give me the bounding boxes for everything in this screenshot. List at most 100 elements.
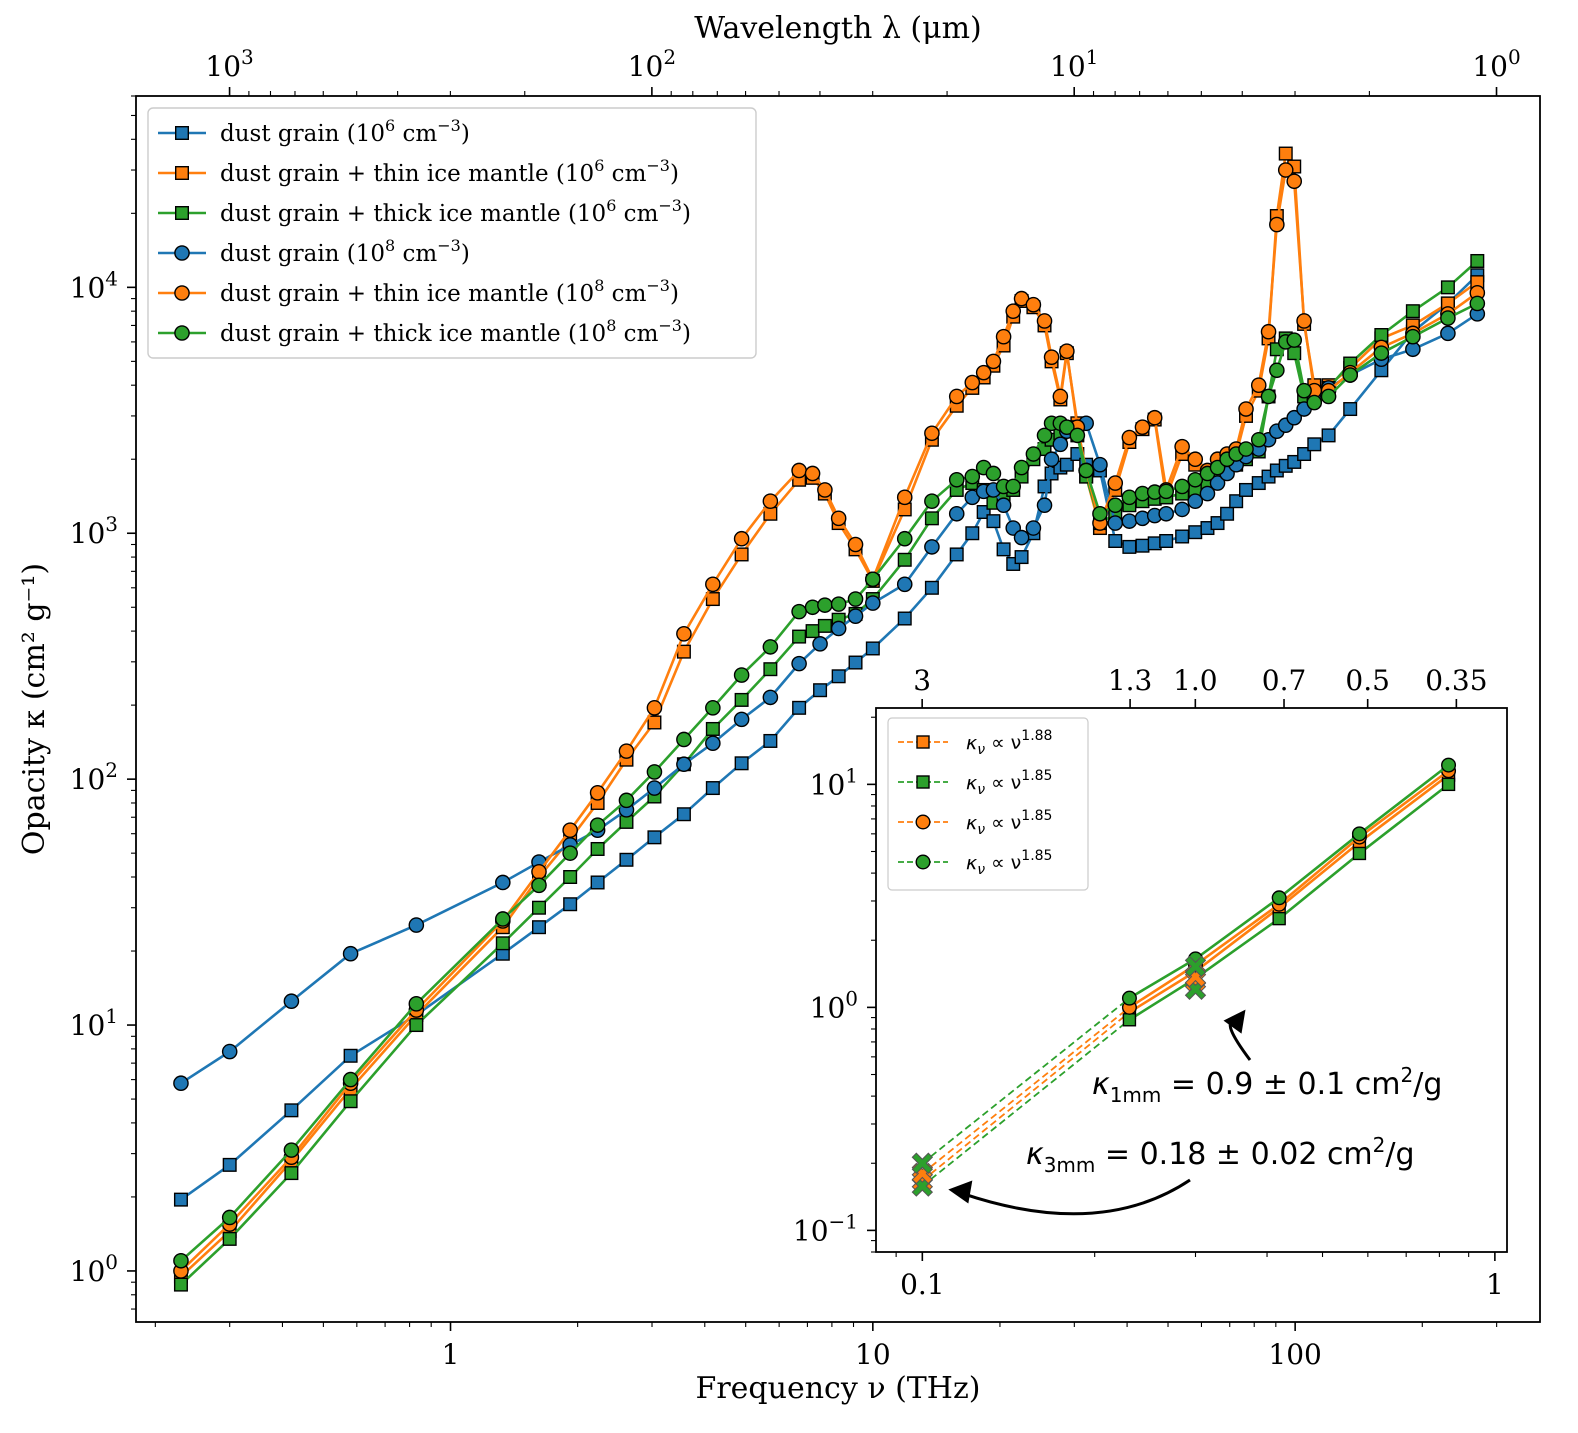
data-point: [173, 1192, 188, 1207]
inset-legend-label: κν ∝ ν1.88: [966, 728, 1052, 758]
data-point: [562, 845, 578, 861]
inset-legend-entry: κν ∝ ν1.85: [898, 808, 1052, 838]
data-point: [762, 493, 779, 509]
data-point: [865, 571, 881, 588]
data-point: [1158, 505, 1174, 522]
y-tick-label: 101: [70, 1004, 118, 1042]
data-point: [848, 655, 863, 670]
data-point: [646, 764, 663, 780]
inset-legend-marker: [915, 854, 931, 870]
data-point: [495, 874, 511, 891]
top-axis-title: Wavelength λ (μm): [694, 11, 982, 46]
data-point: [805, 624, 820, 639]
data-point: [495, 936, 510, 951]
data-point: [1469, 295, 1486, 312]
main-plot: 1 10 100 100 101 102 103 104 103 102 101 100 Frequen…: [17, 11, 1541, 1406]
inset-top-tick-label: 0.35: [1425, 664, 1487, 697]
data-point: [1286, 332, 1303, 348]
data-point: [1052, 388, 1069, 405]
data-point: [791, 655, 807, 672]
data-point: [964, 468, 981, 485]
inset-top-tick-label: 3: [913, 664, 931, 697]
data-point: [847, 591, 864, 607]
inset-legend-marker: [916, 775, 930, 789]
legend-entry: dust grain (108 cm−3): [158, 236, 470, 267]
data-point: [1199, 485, 1216, 502]
inset-data-point: [1271, 890, 1287, 906]
inset-top-tick-label: 1.0: [1173, 664, 1218, 697]
data-point: [733, 711, 750, 728]
data-point: [1107, 497, 1124, 514]
legend-label: dust grain + thin ice mantle (108 cm−3): [220, 276, 679, 307]
data-point: [792, 629, 807, 644]
data-point: [222, 1157, 237, 1172]
legend-marker: [174, 245, 190, 261]
data-point: [589, 817, 606, 833]
data-point: [563, 897, 578, 912]
data-point: [948, 471, 965, 488]
legend-label: dust grain (108 cm−3): [220, 236, 470, 267]
data-point: [1121, 513, 1138, 529]
fit-dashed-line: [921, 997, 1130, 1165]
inset-y-tick-label: 10−1: [793, 1209, 858, 1247]
data-point: [1440, 325, 1456, 342]
legend-entry: dust grain + thin ice mantle (106 cm−3): [158, 156, 679, 187]
inset-legend-label: κν ∝ ν1.85: [966, 768, 1052, 798]
data-point: [676, 731, 692, 748]
data-point: [1174, 438, 1190, 455]
data-point: [896, 576, 913, 593]
data-point: [1147, 536, 1162, 551]
x-marker: [911, 1152, 934, 1174]
data-point: [1174, 478, 1190, 495]
data-point: [1250, 431, 1267, 448]
data-point: [1036, 497, 1053, 514]
data-point: [1470, 253, 1485, 268]
data-point: [995, 497, 1012, 514]
y-tick-label: 100: [70, 1250, 118, 1288]
data-point: [283, 993, 300, 1010]
legend-label: dust grain + thick ice mantle (106 cm−3): [220, 196, 691, 227]
data-point: [1238, 441, 1254, 457]
annotation-arrow: [961, 1178, 1191, 1216]
data-point: [222, 1231, 237, 1246]
data-point: [734, 547, 749, 562]
inset-x-tick-label: 1: [1486, 1268, 1504, 1301]
inset-y-tick-label: 101: [810, 763, 858, 801]
data-point: [1209, 475, 1226, 491]
inset-data-point: [1121, 990, 1137, 1006]
extrapolation-markers: [911, 955, 1207, 1197]
data-point: [1014, 550, 1029, 565]
data-point: [1122, 539, 1137, 554]
inset-data-point: [1352, 846, 1367, 861]
inset-top-tick-label: 1.3: [1108, 664, 1153, 697]
data-point: [1306, 394, 1323, 411]
data-point: [830, 620, 847, 637]
data-point: [1175, 529, 1190, 544]
data-point: [408, 996, 425, 1012]
x-axis-title: Frequency ν (THz): [696, 1371, 981, 1406]
inset-legend-entry: κν ∝ ν1.88: [898, 728, 1052, 758]
inset-data-point: [1351, 826, 1367, 842]
data-point: [1059, 457, 1074, 472]
data-point: [1342, 367, 1358, 383]
data-point: [817, 597, 833, 613]
top-tick-label: 100: [1472, 45, 1520, 83]
data-point: [763, 506, 778, 521]
data-point: [705, 735, 721, 752]
data-point: [1239, 482, 1254, 497]
x-tick-label: 1: [442, 1338, 460, 1371]
data-point: [531, 920, 546, 935]
data-point: [495, 911, 511, 927]
data-point: [804, 465, 821, 482]
legend-marker: [174, 165, 189, 180]
data-point: [1146, 409, 1163, 426]
data-point: [343, 1094, 358, 1109]
data-point: [865, 641, 880, 656]
inset-legend-marker: [916, 735, 930, 749]
inset-legend-label: κν ∝ ν1.85: [966, 808, 1052, 838]
data-point: [948, 388, 965, 405]
data-point: [1121, 489, 1138, 506]
data-point: [283, 1142, 300, 1158]
data-point: [924, 511, 939, 526]
